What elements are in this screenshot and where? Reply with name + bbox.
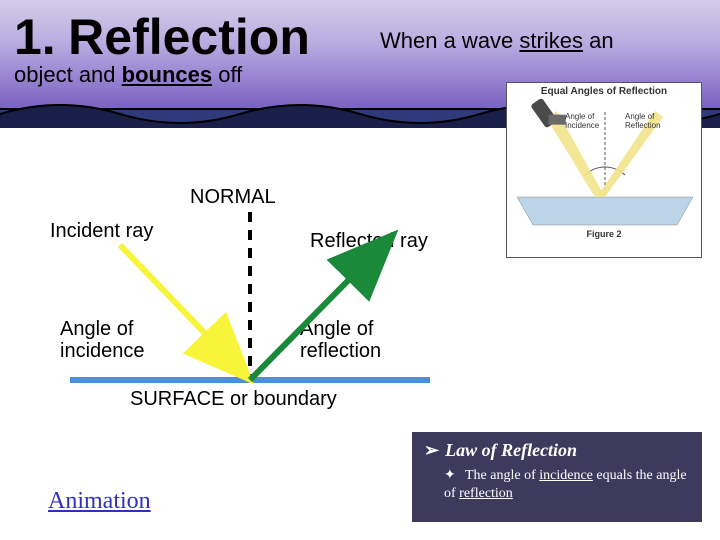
animation-link[interactable]: Animation	[48, 488, 151, 515]
svg-text:Angle of: Angle of	[565, 112, 595, 121]
law-title: Law of Reflection	[424, 440, 690, 461]
def-bounces: bounces	[122, 62, 212, 87]
law-pre: The angle of	[465, 468, 539, 483]
law-reflection: reflection	[459, 486, 513, 501]
definition-line2: object and bounces off	[14, 62, 242, 88]
figure-diagram: Angle of Incidence Angle of Reflection	[507, 97, 701, 227]
def-text-1: When a wave	[380, 28, 519, 53]
title-number: 1.	[14, 9, 56, 65]
svg-text:Reflection: Reflection	[625, 121, 661, 130]
law-of-reflection-box: Law of Reflection The angle of incidence…	[412, 432, 702, 522]
svg-text:Angle of: Angle of	[625, 112, 655, 121]
law-body: The angle of incidence equals the angle …	[444, 467, 690, 502]
svg-text:Incidence: Incidence	[565, 121, 600, 130]
def-an: an	[583, 28, 614, 53]
figure-caption: Figure 2	[507, 227, 701, 239]
def-off: off	[212, 62, 242, 87]
law-incidence: incidence	[539, 468, 593, 483]
figure-title: Equal Angles of Reflection	[507, 83, 701, 97]
definition-line1: When a wave strikes an	[380, 28, 614, 54]
figure-inset: Equal Angles of Reflection Angle of Inci…	[506, 82, 702, 258]
reflection-diagram	[40, 200, 460, 400]
def-text-2a: object and	[14, 62, 122, 87]
def-strikes: strikes	[519, 28, 583, 53]
title-word: Reflection	[68, 9, 310, 65]
